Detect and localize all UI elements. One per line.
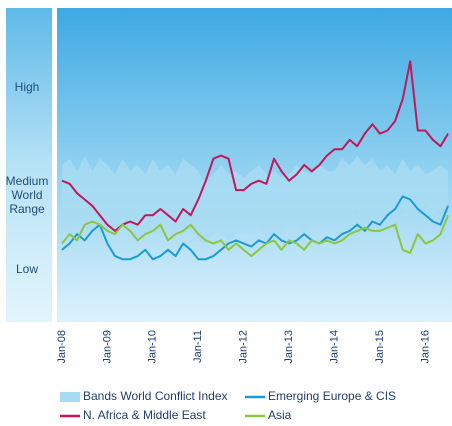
legend-label: Asia xyxy=(268,408,292,422)
series-line xyxy=(61,214,450,258)
side-label: Low xyxy=(16,262,38,276)
legend-label: Emerging Europe & CIS xyxy=(268,389,396,403)
x-tick-label: Jan-15 xyxy=(374,330,386,364)
side-label: Medium xyxy=(6,174,49,188)
x-tick-label: Jan-08 xyxy=(56,330,68,364)
plot-area xyxy=(57,8,452,322)
legend-label: Bands World Conflict Index xyxy=(83,389,228,403)
x-tick-label: Jan-16 xyxy=(419,330,431,364)
legend-swatch xyxy=(60,392,80,402)
band-area xyxy=(62,155,449,244)
series-line xyxy=(61,195,450,261)
x-tick-label: Jan-09 xyxy=(101,330,113,364)
legend-label: N. Africa & Middle East xyxy=(83,408,206,422)
x-tick-label: Jan-11 xyxy=(192,330,204,363)
x-tick-label: Jan-12 xyxy=(238,330,250,364)
side-label: High xyxy=(15,80,40,94)
side-panel xyxy=(6,8,52,322)
side-label: Range xyxy=(9,202,45,216)
x-tick-label: Jan-10 xyxy=(147,330,159,364)
x-tick-label: Jan-14 xyxy=(328,330,340,364)
series-line xyxy=(61,60,449,232)
x-tick-label: Jan-13 xyxy=(283,330,295,364)
side-label: World xyxy=(11,188,42,202)
